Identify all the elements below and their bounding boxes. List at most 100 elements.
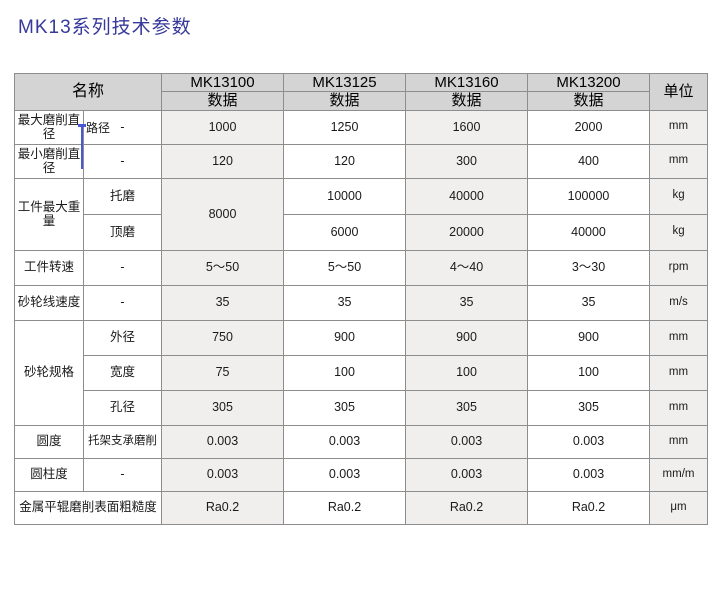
- row-name: 圆度: [14, 424, 84, 459]
- header-subdata-mk13160: 数据: [405, 91, 529, 111]
- table-row: 最大磨削直径 - 1000 1250 1600 2000 mm: [14, 109, 709, 145]
- header-name: 名称: [13, 73, 163, 111]
- table-row: 工件最大重量 托磨 8000 10000 40000 100000 kg: [14, 177, 709, 251]
- cell-unit: mm: [649, 143, 709, 179]
- cell-value: 4～40: [405, 249, 529, 286]
- cell-value: 0.003: [161, 457, 285, 492]
- cell-value: 35: [283, 284, 407, 321]
- cell-unit: μm: [649, 490, 709, 525]
- cell-value: 900: [527, 319, 651, 356]
- cell-value: 305: [527, 389, 651, 426]
- cell-value: 35: [527, 284, 651, 321]
- row-name: 工件转速: [14, 249, 84, 286]
- row-subname: 外径: [82, 319, 163, 356]
- cell-value: 0.003: [405, 424, 529, 459]
- table-row: 顶磨 6000 20000 40000 kg: [15, 213, 709, 251]
- cell-value: 20000: [405, 213, 529, 251]
- cell-value: 35: [161, 284, 285, 321]
- cell-value: 305: [283, 389, 407, 426]
- cell-value: 100000: [527, 177, 651, 215]
- cell-value: 400: [527, 143, 651, 179]
- cell-unit: m/s: [649, 284, 709, 321]
- row-subname: 顶磨: [82, 213, 163, 251]
- cell-unit: kg: [649, 213, 709, 251]
- table-body: 最大磨削直径 - 1000 1250 1600 2000 mm 最小磨削直径 -…: [13, 109, 709, 525]
- header-subdata-mk13125: 数据: [283, 91, 407, 111]
- cell-value: 900: [405, 319, 529, 356]
- table-row: 砂轮线速度 - 35 35 35 35 m/s: [14, 284, 709, 321]
- cell-value: 1250: [283, 109, 407, 145]
- cell-unit: kg: [649, 177, 709, 215]
- page-title: MK13系列技术参数: [18, 17, 192, 38]
- cell-value: 75: [161, 354, 285, 391]
- cell-unit: mm: [649, 389, 709, 426]
- table-header: 名称 MK13100 MK13125 MK13160 MK13200 单位 数据…: [13, 72, 709, 111]
- cell-value: 5～50: [283, 249, 407, 286]
- cell-value: 6000: [283, 213, 407, 251]
- header-subdata-mk13100: 数据: [161, 91, 285, 111]
- header-model-mk13125: MK13125: [283, 72, 407, 93]
- row-subname: 孔径: [82, 389, 163, 426]
- table-row: 砂轮规格 外径 750 900 900 900 mm: [14, 319, 709, 426]
- cell-value: Ra0.2: [527, 490, 651, 525]
- spec-table-container: 名称 MK13100 MK13125 MK13160 MK13200 单位 数据…: [13, 72, 709, 525]
- cell-value: 0.003: [283, 424, 407, 459]
- cell-value: 0.003: [527, 424, 651, 459]
- cell-value: 300: [405, 143, 529, 179]
- cell-value: 0.003: [283, 457, 407, 492]
- row-subname: -: [82, 284, 163, 321]
- row-subname: 托架支承磨削: [82, 424, 163, 459]
- cell-value: 1000: [161, 109, 285, 145]
- header-model-mk13160: MK13160: [405, 72, 529, 93]
- cell-value: 120: [283, 143, 407, 179]
- cell-value: Ra0.2: [161, 490, 285, 525]
- header-row-models: 名称 MK13100 MK13125 MK13160 MK13200 单位: [13, 72, 709, 111]
- cell-unit: mm: [649, 424, 709, 459]
- cell-value: 305: [161, 389, 285, 426]
- table-row: 工件转速 - 5～50 5～50 4～40 3～30 rpm: [14, 249, 709, 286]
- row-subname: -: [82, 109, 163, 145]
- cell-value: 100: [527, 354, 651, 391]
- table-row: 最小磨削直径 - 120 120 300 400 mm: [14, 143, 709, 179]
- row-subname: 宽度: [82, 354, 163, 391]
- row-name: 工件最大重量: [14, 177, 84, 251]
- cell-value: 0.003: [405, 457, 529, 492]
- header-model-mk13100: MK13100: [161, 72, 285, 93]
- cell-value: 3～30: [527, 249, 651, 286]
- cell-value: 305: [405, 389, 529, 426]
- cell-value: 100: [405, 354, 529, 391]
- row-name: 最大磨削直径: [14, 109, 84, 145]
- row-name: 砂轮线速度: [14, 284, 84, 321]
- cell-unit: mm/m: [649, 457, 709, 492]
- row-subname: 托磨: [82, 177, 163, 215]
- header-unit: 单位: [649, 73, 709, 111]
- table-row: 圆度 托架支承磨削 0.003 0.003 0.003 0.003 mm: [14, 424, 709, 459]
- row-name: 砂轮规格: [14, 319, 84, 426]
- cell-value: 8000: [161, 177, 285, 251]
- table-row: 圆柱度 - 0.003 0.003 0.003 0.003 mm/m: [14, 457, 709, 492]
- cell-value: 2000: [527, 109, 651, 145]
- cell-value: 40000: [405, 177, 529, 215]
- cell-value: 120: [161, 143, 285, 179]
- cell-value: Ra0.2: [283, 490, 407, 525]
- row-name: 最小磨削直径: [14, 143, 84, 179]
- header-model-mk13200: MK13200: [527, 72, 651, 93]
- table-row: 金属平辊磨削表面粗糙度 Ra0.2 Ra0.2 Ra0.2 Ra0.2 μm: [13, 490, 709, 525]
- row-name: 金属平辊磨削表面粗糙度: [13, 490, 163, 525]
- cell-value: 35: [405, 284, 529, 321]
- cell-value: 100: [283, 354, 407, 391]
- row-subname: -: [82, 143, 163, 179]
- cell-unit: rpm: [649, 249, 709, 286]
- cell-unit: mm: [649, 319, 709, 356]
- specifications-table: 名称 MK13100 MK13125 MK13160 MK13200 单位 数据…: [13, 72, 709, 525]
- cell-value: 0.003: [161, 424, 285, 459]
- row-subname: -: [82, 249, 163, 286]
- cell-value: 10000: [283, 177, 407, 215]
- cell-value: 1600: [405, 109, 529, 145]
- table-row: 孔径 305 305 305 305 mm: [15, 389, 709, 426]
- table-row: 宽度 75 100 100 100 mm: [15, 354, 709, 391]
- cell-value: 900: [283, 319, 407, 356]
- cell-unit: mm: [649, 354, 709, 391]
- cell-value: 40000: [527, 213, 651, 251]
- cell-value: Ra0.2: [405, 490, 529, 525]
